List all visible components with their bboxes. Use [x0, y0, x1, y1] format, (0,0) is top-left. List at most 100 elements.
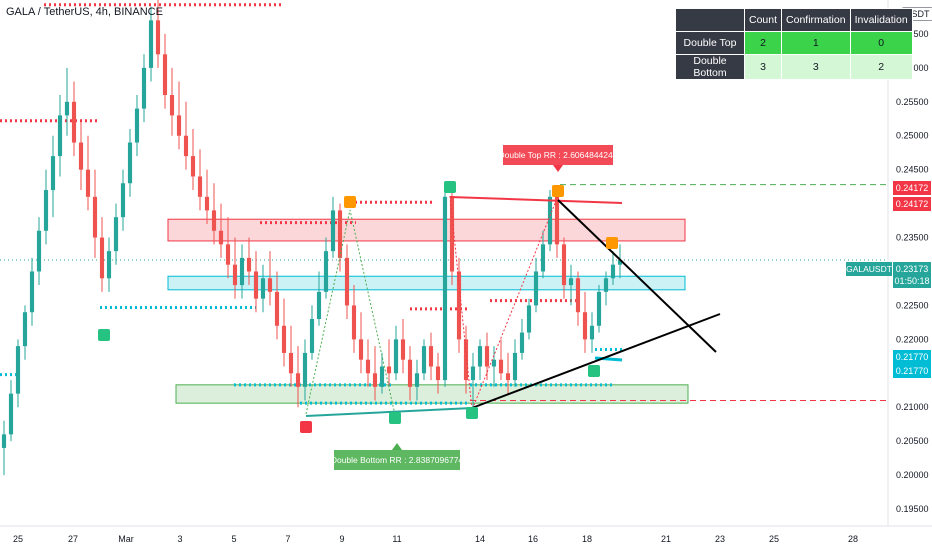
candle-body	[498, 359, 504, 374]
neckline-cyan	[594, 356, 623, 362]
candle-body	[393, 339, 399, 374]
candle-body	[8, 393, 14, 435]
candle-body	[274, 291, 280, 326]
candle-body	[540, 244, 546, 272]
x-tick-label: 23	[715, 534, 725, 544]
candle-body	[99, 237, 105, 279]
candle-body	[421, 346, 427, 374]
stats-header-row: Count Confirmation Invalidation	[675, 8, 913, 32]
candle-body	[162, 54, 168, 96]
price-tag-label: 0.24172	[896, 199, 929, 209]
candle-body	[43, 190, 49, 231]
candle-body	[414, 373, 420, 387]
y-tick-label: 0.25500	[896, 97, 929, 107]
x-tick-label: 11	[392, 534, 401, 544]
y-tick-label: 0.26500	[896, 29, 929, 39]
price-tag	[893, 364, 931, 378]
pattern-marker	[588, 365, 600, 377]
candle-body	[85, 169, 91, 197]
candle-body	[1, 434, 7, 448]
candle-body	[505, 373, 511, 381]
candle-body	[253, 271, 259, 299]
y-tick-label: 0.19500	[896, 504, 929, 514]
candle-body	[575, 278, 581, 313]
candle-body	[29, 271, 35, 313]
candle-body	[176, 115, 182, 136]
candle-body	[365, 359, 371, 374]
candle-body	[92, 196, 98, 238]
last-price-value: 0.23173	[896, 264, 929, 274]
pattern-marker	[300, 421, 312, 433]
stats-cell-confirmation: 3	[781, 54, 851, 80]
candle-body	[120, 183, 126, 218]
stats-row-double-bottom: Double Bottom 3 3 2	[675, 54, 913, 80]
candle-body	[22, 312, 28, 347]
candle-body	[246, 257, 252, 272]
double-bottom-rr-label: Double Bottom RR : 2.8387096774	[331, 455, 464, 465]
pattern-marker	[606, 237, 618, 249]
candle-body	[596, 291, 602, 326]
symbol-tag-label: GALAUSDT	[846, 264, 892, 274]
candle-body	[64, 101, 70, 116]
pattern-stats-table: Count Confirmation Invalidation Double T…	[675, 8, 913, 80]
candle-body	[50, 156, 56, 191]
candle-body	[78, 142, 84, 170]
candle-body	[470, 366, 476, 381]
x-tick-label: 18	[582, 534, 592, 544]
stats-header-corner	[675, 8, 745, 32]
candle-body	[386, 366, 392, 374]
candle-body	[302, 352, 308, 387]
candle-body	[232, 264, 238, 286]
stats-header-count: Count	[743, 8, 783, 32]
candle-body	[330, 210, 336, 252]
x-tick-label: 5	[231, 534, 236, 544]
x-tick-label: 9	[339, 534, 344, 544]
candle-body	[526, 305, 532, 333]
candle-body	[568, 278, 574, 286]
double-bottom-rr-box	[334, 450, 460, 470]
y-tick-label: 0.20000	[896, 470, 929, 480]
candle-body	[435, 366, 441, 381]
price-tag-label: 0.24172	[896, 183, 929, 193]
x-tick-label: 14	[475, 534, 485, 544]
x-tick-label: 25	[769, 534, 779, 544]
candle-body	[519, 332, 525, 353]
candle-body	[442, 196, 448, 381]
stats-header-invalidation: Invalidation	[849, 8, 913, 32]
candle-body	[407, 359, 413, 387]
stats-row-double-top: Double Top 2 1 0	[675, 31, 913, 55]
stats-cell-invalidation: 2	[849, 54, 913, 80]
candle-body	[218, 230, 224, 245]
x-tick-label: 25	[13, 534, 23, 544]
candle-body	[127, 142, 133, 184]
candle-body	[344, 257, 350, 306]
y-tick-label: 0.22500	[896, 300, 929, 310]
candle-body	[372, 373, 378, 387]
y-tick-label: 0.25000	[896, 131, 929, 141]
candle-body	[211, 210, 217, 231]
last-price-tag	[893, 262, 931, 288]
candle-body	[134, 108, 140, 143]
candle-body	[512, 352, 518, 381]
x-tick-label: 16	[528, 534, 538, 544]
bar-countdown: 01:50:18	[894, 276, 929, 286]
pattern-marker	[552, 185, 564, 197]
double-top-rr-pointer	[553, 165, 563, 172]
price-tag	[893, 350, 931, 364]
symbol-title: GALA / TetherUS, 4h, BINANCE	[6, 6, 163, 18]
x-tick-label: 27	[68, 534, 78, 544]
double-top-pattern	[449, 195, 559, 411]
trendline-upper	[557, 199, 717, 353]
stats-cell-count: 2	[743, 31, 783, 55]
x-tick-label: 21	[661, 534, 671, 544]
candle-body	[239, 257, 245, 286]
candle-body	[197, 176, 203, 197]
candle-body	[141, 67, 147, 109]
neckline-green	[305, 407, 473, 417]
candle-body	[155, 20, 161, 55]
y-tick-label: 0.26000	[896, 63, 929, 73]
candle-body	[57, 115, 63, 157]
candle-body	[358, 339, 364, 360]
stats-cell-confirmation: 1	[781, 31, 851, 55]
